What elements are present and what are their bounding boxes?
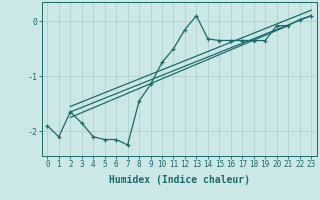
X-axis label: Humidex (Indice chaleur): Humidex (Indice chaleur) [109,175,250,185]
